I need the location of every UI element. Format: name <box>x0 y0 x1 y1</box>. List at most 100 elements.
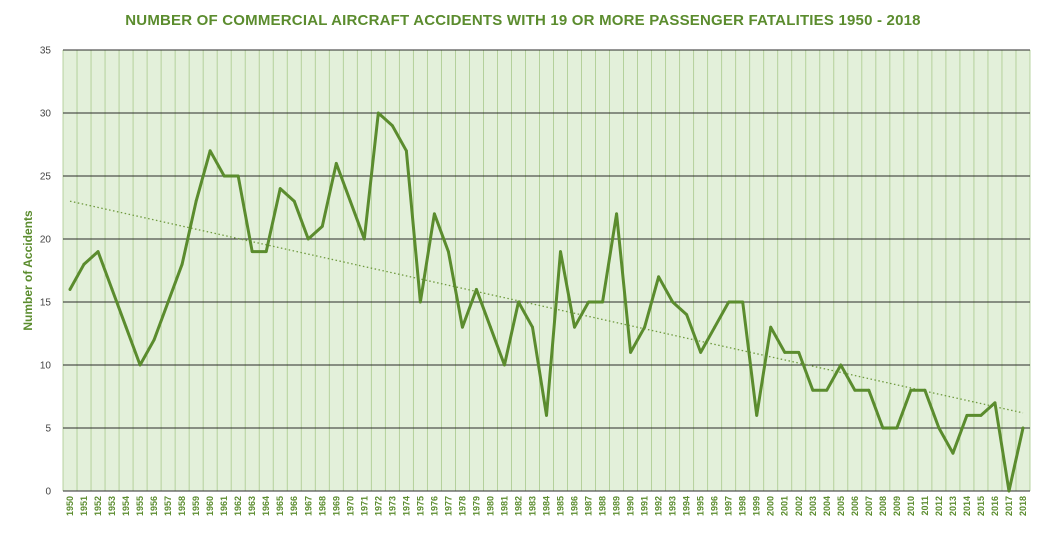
y-tick-label: 10 <box>40 361 52 372</box>
x-tick-label: 2000 <box>766 496 776 516</box>
x-tick-label: 2016 <box>990 496 1000 516</box>
x-tick-label: 2001 <box>780 496 790 516</box>
chart-title: NUMBER OF COMMERCIAL AIRCRAFT ACCIDENTS … <box>125 12 921 29</box>
x-tick-label: 1965 <box>275 496 285 516</box>
y-tick-label: 30 <box>40 109 52 120</box>
x-tick-label: 2012 <box>934 496 944 516</box>
data-point <box>152 338 156 342</box>
x-tick-label: 2014 <box>962 496 972 516</box>
x-tick-label: 2018 <box>1018 496 1028 516</box>
x-tick-label: 2006 <box>850 496 860 516</box>
data-point <box>741 300 745 304</box>
data-point <box>180 262 184 266</box>
data-point <box>937 426 941 430</box>
data-point <box>390 124 394 127</box>
x-tick-label: 1998 <box>738 496 748 516</box>
data-point <box>166 300 170 304</box>
x-tick-label: 1995 <box>696 496 706 516</box>
x-tick-label: 1974 <box>401 496 411 516</box>
x-tick-label: 1969 <box>331 496 341 516</box>
data-point <box>376 111 380 115</box>
data-point <box>292 199 296 203</box>
data-point <box>264 250 268 254</box>
x-tick-label: 1960 <box>205 496 215 516</box>
y-tick-label: 20 <box>40 235 52 246</box>
data-point <box>979 414 983 417</box>
x-tick-label: 2015 <box>976 496 986 516</box>
x-tick-label: 2008 <box>878 496 888 516</box>
data-points <box>68 111 1025 493</box>
x-tick-label: 2011 <box>920 496 930 516</box>
data-point <box>545 414 548 417</box>
data-point <box>503 363 506 367</box>
x-tick-label: 2005 <box>836 496 846 516</box>
data-point <box>657 275 661 279</box>
data-point <box>629 351 632 354</box>
data-point <box>531 325 534 329</box>
x-tick-label: 2003 <box>808 496 818 516</box>
trend-line <box>69 200 1024 414</box>
data-point <box>965 414 969 417</box>
data-point <box>348 199 352 203</box>
x-tick-label: 1957 <box>163 496 173 516</box>
x-tick-label: 1979 <box>471 496 481 516</box>
y-axis-label: Number of Accidents <box>21 210 35 331</box>
x-tick-label: 1991 <box>640 496 650 516</box>
data-point <box>236 174 240 178</box>
data-point <box>362 237 366 241</box>
data-point <box>250 250 254 254</box>
x-tick-label: 1964 <box>261 496 271 516</box>
x-tick-label: 2004 <box>822 496 832 516</box>
data-point <box>306 237 310 241</box>
data-point <box>320 225 324 228</box>
x-tick-label: 1994 <box>682 496 692 516</box>
data-point <box>222 174 226 178</box>
x-tick-label: 1952 <box>93 496 103 516</box>
data-point <box>825 388 829 392</box>
y-tick-label: 35 <box>40 46 52 57</box>
x-tick-label: 1984 <box>542 496 552 516</box>
x-tick-label: 1985 <box>556 496 566 516</box>
data-point <box>194 199 198 203</box>
data-point <box>853 388 857 392</box>
data-point <box>404 149 408 153</box>
data-point <box>96 250 100 254</box>
data-point <box>124 325 128 329</box>
data-point <box>727 300 731 304</box>
data-point <box>517 300 520 304</box>
data-point <box>475 288 478 291</box>
x-tick-label: 1950 <box>65 496 75 516</box>
data-point <box>446 250 450 254</box>
x-tick-label: 1999 <box>752 496 762 516</box>
x-tick-label: 2010 <box>906 496 916 516</box>
data-point <box>573 325 576 329</box>
x-tick-label: 2007 <box>864 496 874 516</box>
x-tick-label: 1967 <box>303 496 313 516</box>
data-point <box>895 426 899 430</box>
x-tick-label: 1954 <box>121 496 131 516</box>
data-point <box>615 212 618 216</box>
x-tick-label: 1980 <box>485 496 495 516</box>
x-tick-label: 2002 <box>794 496 804 516</box>
data-point <box>881 426 885 430</box>
data-point <box>1021 426 1025 430</box>
data-point <box>1007 489 1011 493</box>
x-tick-label: 1989 <box>612 496 622 516</box>
x-tick-label: 1981 <box>499 496 509 516</box>
data-point <box>951 451 955 455</box>
x-tick-label: 2013 <box>948 496 958 516</box>
x-tick-label: 1963 <box>247 496 257 516</box>
x-tick-label: 1988 <box>598 496 608 516</box>
data-point <box>755 414 759 417</box>
x-tick-label: 1978 <box>457 496 467 516</box>
data-point <box>418 300 422 304</box>
x-tick-label: 1971 <box>359 496 369 516</box>
x-tick-label: 1961 <box>219 496 229 516</box>
data-point <box>68 288 72 291</box>
data-point <box>489 325 492 329</box>
x-tick-label: 1956 <box>149 496 159 516</box>
data-point <box>685 313 689 316</box>
plot-area <box>63 50 1030 491</box>
